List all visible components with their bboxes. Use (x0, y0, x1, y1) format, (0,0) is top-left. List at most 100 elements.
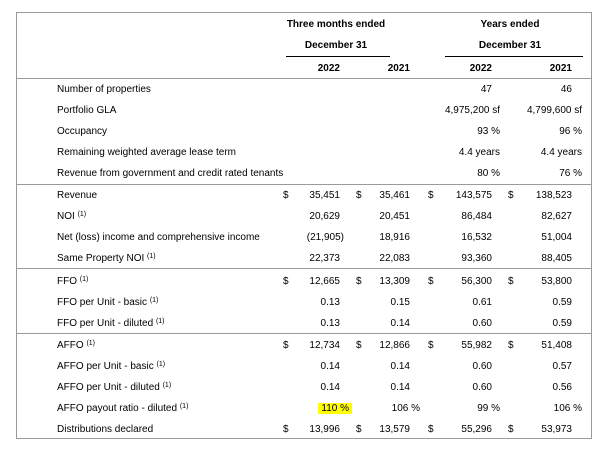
cell-occupancy-2022-years: 93 % (477, 126, 500, 137)
cell-ffo-diluted-2022-quarter: 0.13 (320, 318, 340, 329)
divider-header (16, 78, 592, 79)
cell-noi-2021-quarter: 20,451 (379, 211, 410, 222)
cell-affo-diluted-2021-quarter: 0.14 (390, 382, 410, 393)
col-header-2022-quarter: 2022 (317, 63, 340, 74)
currency-sign: $ (508, 190, 514, 201)
header-years-line1: Years ended (480, 19, 540, 30)
cell-affo-basic-2021-quarter: 0.14 (390, 361, 410, 372)
cell-gla-2022-years: 4,975,200 sf (444, 105, 500, 116)
footnote-marker: (1) (156, 361, 166, 368)
cell-noi-2022-quarter: 20,629 (309, 211, 340, 222)
cell-gov-revenue-2021-years: 76 % (559, 168, 582, 179)
cell-ffo-basic-2021-quarter: 0.15 (390, 297, 410, 308)
divider-income (16, 268, 592, 269)
cell-ffo-2021-years: 53,800 (541, 276, 572, 287)
row-label-affo-diluted: AFFO per Unit - diluted (1) (57, 382, 172, 393)
cell-payout-2021-years: 106 % (553, 403, 582, 414)
cell-affo-basic-2022-years: 0.60 (472, 361, 492, 372)
cell-distributions-2022-years: 55,296 (461, 424, 492, 435)
row-label-number-of-properties: Number of properties (57, 84, 151, 95)
footnote-marker: (1) (77, 211, 87, 218)
row-label-occupancy: Occupancy (57, 126, 108, 137)
row-label-revenue: Revenue (57, 190, 98, 201)
header-three-months-line2: December 31 (304, 40, 368, 51)
cell-ffo-basic-2022-years: 0.61 (472, 297, 492, 308)
cell-distributions-2021-years: 53,973 (541, 424, 572, 435)
cell-properties-2022-years: 47 (480, 84, 492, 95)
cell-gov-revenue-2022-years: 80 % (477, 168, 500, 179)
cell-ffo-basic-2021-years: 0.59 (552, 297, 572, 308)
currency-sign: $ (508, 276, 514, 287)
footnote-marker: (1) (179, 403, 189, 410)
row-label-ffo-basic: FFO per Unit - basic (1) (57, 297, 159, 308)
row-label-portfolio-gla: Portfolio GLA (57, 105, 117, 116)
cell-payout-2021-quarter: 106 % (391, 403, 420, 414)
currency-sign: $ (283, 424, 289, 435)
cell-affo-2022-quarter: 12,734 (309, 340, 340, 351)
footnote-marker: (1) (149, 297, 159, 304)
header-years-line2: December 31 (478, 40, 542, 51)
cell-gla-2021-years: 4,799,600 sf (526, 105, 582, 116)
cell-affo-diluted-2022-years: 0.60 (472, 382, 492, 393)
currency-sign: $ (356, 190, 362, 201)
row-label-lease-term: Remaining weighted average lease term (57, 147, 236, 158)
currency-sign: $ (428, 276, 434, 287)
cell-affo-diluted-2021-years: 0.56 (552, 382, 572, 393)
header-underline-years (445, 56, 583, 57)
currency-sign: $ (428, 340, 434, 351)
currency-sign: $ (356, 340, 362, 351)
cell-affo-2022-years: 55,982 (461, 340, 492, 351)
currency-sign: $ (356, 424, 362, 435)
financial-highlights-table (16, 12, 592, 439)
currency-sign: $ (428, 190, 434, 201)
row-label-noi: NOI (1) (57, 211, 87, 222)
cell-payout-2022-quarter-highlighted: 110 % (296, 403, 352, 415)
cell-affo-2021-years: 51,408 (541, 340, 572, 351)
cell-noi-2022-years: 86,484 (461, 211, 492, 222)
cell-ffo-2022-quarter: 12,665 (309, 276, 340, 287)
cell-spnoi-2022-years: 93,360 (461, 253, 492, 264)
cell-revenue-2021-quarter: 35,461 (379, 190, 410, 201)
footnote-marker: (1) (86, 340, 96, 347)
currency-sign: $ (283, 340, 289, 351)
currency-sign: $ (356, 276, 362, 287)
cell-revenue-2021-years: 138,523 (535, 190, 572, 201)
row-label-affo-basic: AFFO per Unit - basic (1) (57, 361, 166, 372)
cell-properties-2021-years: 46 (560, 84, 572, 95)
row-label-same-property-noi: Same Property NOI (1) (57, 253, 156, 264)
row-label-net-income: Net (loss) income and comprehensive inco… (57, 232, 260, 243)
col-header-2021-quarter: 2021 (387, 63, 410, 74)
cell-net-income-2021-years: 51,004 (541, 232, 572, 243)
cell-occupancy-2021-years: 96 % (559, 126, 582, 137)
row-label-ffo: FFO (1) (57, 276, 89, 287)
row-label-distributions: Distributions declared (57, 424, 154, 435)
cell-ffo-2021-quarter: 13,309 (379, 276, 410, 287)
cell-net-income-2022-quarter: (21,905) (306, 232, 344, 243)
cell-distributions-2022-quarter: 13,996 (309, 424, 340, 435)
divider-ffo (16, 333, 592, 334)
row-label-ffo-diluted: FFO per Unit - diluted (1) (57, 318, 165, 329)
cell-net-income-2021-quarter: 18,916 (379, 232, 410, 243)
row-label-affo: AFFO (1) (57, 340, 96, 351)
cell-spnoi-2022-quarter: 22,373 (309, 253, 340, 264)
currency-sign: $ (283, 276, 289, 287)
footnote-marker: (1) (79, 276, 89, 283)
cell-ffo-diluted-2021-years: 0.59 (552, 318, 572, 329)
cell-affo-basic-2021-years: 0.57 (552, 361, 572, 372)
cell-lease-term-2022-years: 4.4 years (458, 147, 500, 158)
highlight-marker: 110 % (318, 403, 352, 414)
header-three-months-line1: Three months ended (286, 19, 386, 30)
currency-sign: $ (283, 190, 289, 201)
cell-ffo-diluted-2021-quarter: 0.14 (390, 318, 410, 329)
cell-ffo-2022-years: 56,300 (461, 276, 492, 287)
footnote-marker: (1) (162, 382, 172, 389)
row-label-government-revenue: Revenue from government and credit rated… (57, 168, 284, 179)
footnote-marker: (1) (147, 253, 156, 260)
cell-affo-2021-quarter: 12,866 (379, 340, 410, 351)
cell-affo-diluted-2022-quarter: 0.14 (320, 382, 340, 393)
cell-spnoi-2021-years: 88,405 (541, 253, 572, 264)
currency-sign: $ (428, 424, 434, 435)
cell-affo-basic-2022-quarter: 0.14 (320, 361, 340, 372)
cell-spnoi-2021-quarter: 22,083 (379, 253, 410, 264)
footnote-marker: (1) (155, 318, 165, 325)
